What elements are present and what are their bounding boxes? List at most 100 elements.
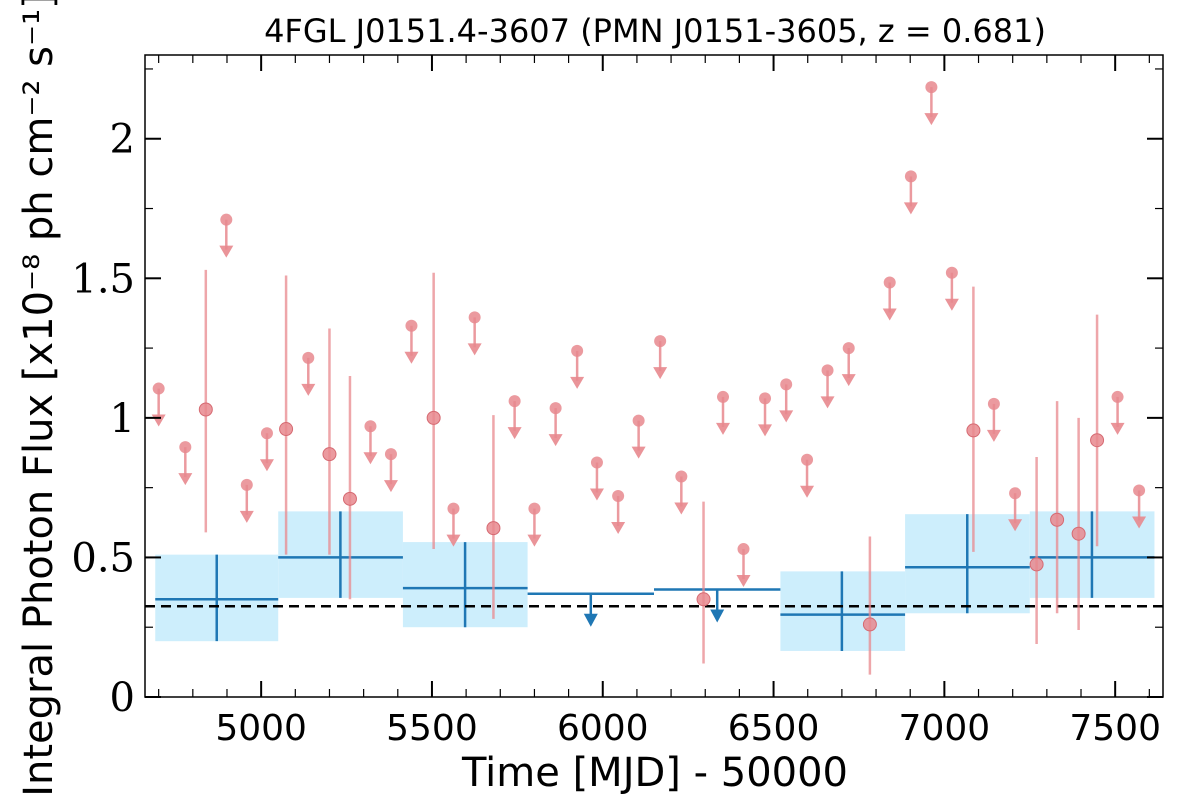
short-bin-point [696, 592, 711, 607]
short-bin-ul-arrow [903, 202, 918, 215]
short-bin-ul-arrow [944, 298, 959, 311]
short-bin-point [1050, 512, 1065, 527]
short-bin-points [151, 81, 1147, 675]
short-bin-point [426, 410, 441, 425]
short-bin-ul-arrow [716, 422, 731, 435]
short-bin-ul-arrow [467, 343, 482, 356]
short-bin-ul-point [571, 344, 584, 357]
short-bin-ul-arrow [841, 374, 856, 387]
short-bin-point [486, 521, 501, 536]
short-bin-ul-arrow [363, 452, 378, 465]
x-tick-label: 5500 [386, 708, 478, 749]
plot-frame [144, 54, 1164, 698]
short-bin-ul-arrow [924, 113, 939, 126]
short-bin-ul-point [405, 319, 418, 332]
short-bin-ul-point [220, 213, 233, 226]
y-tick-label: 1 [110, 396, 135, 442]
short-bin-ul-arrow [800, 485, 815, 498]
short-bin-ul-point [468, 311, 481, 324]
short-bin-ul-arrow [404, 351, 419, 364]
short-bin-ul-point [1009, 487, 1022, 500]
short-bin-ul-point [508, 395, 521, 408]
short-bin-ul-point [883, 276, 896, 289]
short-bin-ul-point [842, 342, 855, 355]
short-bin-ul-arrow [301, 383, 316, 396]
short-bin-ul-point [384, 448, 397, 461]
short-bin-ul-point [821, 364, 834, 377]
short-bin-ul-arrow [1008, 519, 1023, 532]
short-bin-point [1090, 433, 1105, 448]
short-bin-ul-point [1133, 484, 1146, 497]
x-axis-label: Time [MJD] - 50000 [461, 750, 848, 796]
short-bin-ul-arrow [548, 434, 563, 447]
short-bin-ul-point [737, 543, 750, 556]
short-bin-point [342, 491, 357, 506]
short-bin-point [862, 617, 877, 632]
long-bin-ul-arrow [710, 609, 725, 623]
short-bin-ul-arrow [736, 575, 751, 588]
short-bin-ul-arrow [219, 245, 234, 258]
short-bin-ul-arrow [779, 410, 794, 423]
short-bin-ul-point [612, 490, 625, 503]
short-bin-ul-point [1111, 390, 1124, 403]
short-bin-ul-point [302, 351, 315, 364]
chart-title: 4FGL J0151.4-3607 (PMN J0151-3605, z = 0… [264, 12, 1046, 50]
short-bin-ul-arrow [446, 534, 461, 547]
short-bin-ul-arrow [507, 427, 522, 440]
short-bin-ul-arrow [589, 488, 604, 501]
short-bin-ul-point [260, 427, 273, 440]
long-bin-error-bands [155, 511, 1155, 651]
y-tick-label: 0.5 [71, 535, 135, 581]
x-tick-label: 6000 [557, 708, 649, 749]
y-tick-label: 0 [110, 675, 135, 721]
short-bin-ul-point [654, 335, 667, 348]
short-bin-ul-arrow [570, 376, 585, 389]
short-bin-point [966, 423, 981, 438]
short-bin-ul-point [240, 478, 253, 491]
short-bin-ul-arrow [383, 480, 398, 493]
short-bin-ul-point [447, 502, 460, 515]
long-bin-points [155, 511, 1155, 651]
short-bin-ul-arrow [1110, 422, 1125, 435]
short-bin-ul-point [904, 170, 917, 183]
short-bin-ul-arrow [611, 522, 626, 535]
short-bin-ul-point [179, 441, 192, 454]
short-bin-ul-point [590, 456, 603, 469]
short-bin-ul-arrow [178, 473, 193, 486]
short-bin-ul-arrow [986, 429, 1001, 442]
short-bin-point [322, 447, 337, 462]
long-bin-ul-arrow [583, 613, 598, 627]
short-bin-ul-arrow [1132, 516, 1147, 529]
short-bin-ul-point [925, 81, 938, 94]
x-tick-label: 6500 [728, 708, 820, 749]
axis-ticks: 5000 5500 6000 6500 7000 7500 0 0.5 1 1.5 2 [71, 55, 1163, 749]
short-bin-ul-point [801, 453, 814, 466]
short-bin-ul-arrow [631, 446, 646, 459]
short-bin-point [1071, 526, 1086, 541]
short-bin-ul-arrow [820, 396, 835, 409]
short-bin-point [279, 422, 294, 437]
short-bin-ul-point [780, 378, 793, 391]
x-tick-label: 7500 [1069, 708, 1161, 749]
short-bin-ul-arrow [653, 367, 668, 380]
y-tick-label: 1.5 [71, 256, 135, 302]
short-bin-ul-arrow [259, 459, 274, 472]
short-bin-ul-point [632, 414, 645, 427]
short-bin-ul-point [364, 420, 377, 433]
plot-frame-border [144, 54, 1164, 698]
short-bin-ul-arrow [239, 510, 254, 523]
short-bin-ul-arrow [882, 308, 897, 321]
short-bin-ul-point [152, 382, 165, 395]
short-bin-point [198, 402, 213, 417]
short-bin-ul-arrow [674, 502, 689, 515]
y-tick-label: 2 [110, 117, 135, 163]
short-bin-ul-point [759, 392, 772, 405]
short-bin-ul-point [675, 470, 688, 483]
x-tick-label: 5000 [215, 708, 307, 749]
short-bin-ul-arrow [151, 414, 166, 427]
short-bin-point [1029, 557, 1044, 572]
short-bin-ul-arrow [758, 424, 773, 437]
short-bin-ul-arrow [527, 534, 542, 547]
short-bin-ul-point [549, 402, 562, 415]
y-axis-label: Integral Photon Flux [x10⁻⁸ ph cm⁻² s⁻¹] [16, 0, 62, 797]
